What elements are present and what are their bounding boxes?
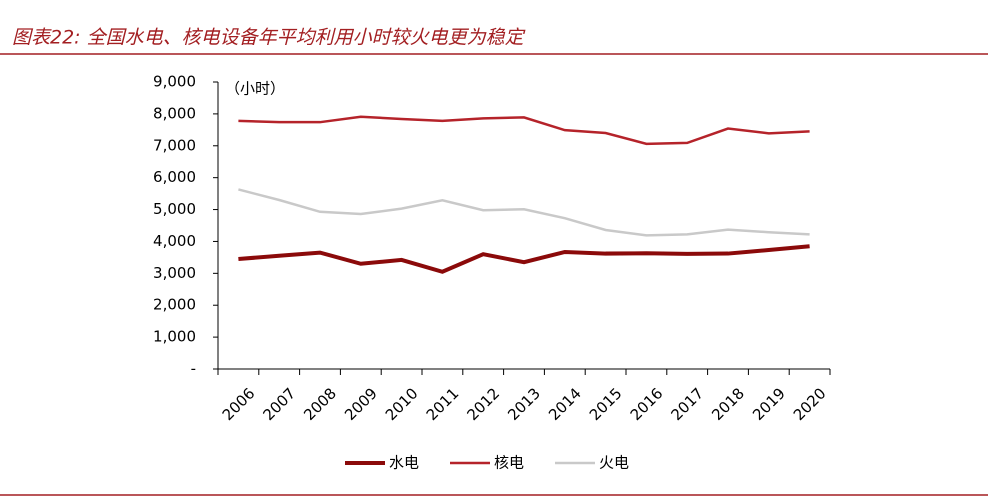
legend-label: 水电 [389,454,419,472]
x-tick-label: 2010 [382,384,422,424]
x-tick-label: 2017 [667,384,707,424]
x-tick-label: 2008 [300,384,340,424]
y-tick-label: 1,000 [153,328,196,346]
y-tick-label: 5,000 [153,200,196,218]
y-tick-label: - [191,360,196,378]
y-tick-label: 6,000 [153,168,196,186]
x-tick-label: 2015 [586,384,626,424]
x-tick-label: 2012 [463,384,503,424]
x-tick-label: 2018 [708,384,748,424]
y-tick-label: 8,000 [153,104,196,122]
legend-label: 火电 [599,454,629,472]
y-tick-label: 9,000 [153,73,196,91]
x-tick-label: 2007 [259,384,299,424]
chart-title: 图表22: 全国水电、核电设备年平均利用小时较火电更为稳定 [12,27,526,49]
y-tick-label: 4,000 [153,232,196,250]
y-tick-label: 7,000 [153,136,196,154]
x-tick-label: 2014 [545,384,585,424]
x-tick-label: 2011 [423,384,463,424]
unit-label: （小时） [225,80,285,98]
x-tick-label: 2016 [627,384,667,424]
x-tick-label: 2020 [790,384,830,424]
x-tick-label: 2019 [749,384,789,424]
series-line [238,244,810,274]
x-tick-label: 2013 [504,384,544,424]
x-tick-label: 2006 [219,384,259,424]
y-tick-label: 3,000 [153,264,196,282]
series-line [238,188,810,237]
x-tick-label: 2009 [341,384,381,424]
series-line [238,115,810,146]
legend-label: 核电 [494,454,524,472]
y-tick-label: 2,000 [153,296,196,314]
